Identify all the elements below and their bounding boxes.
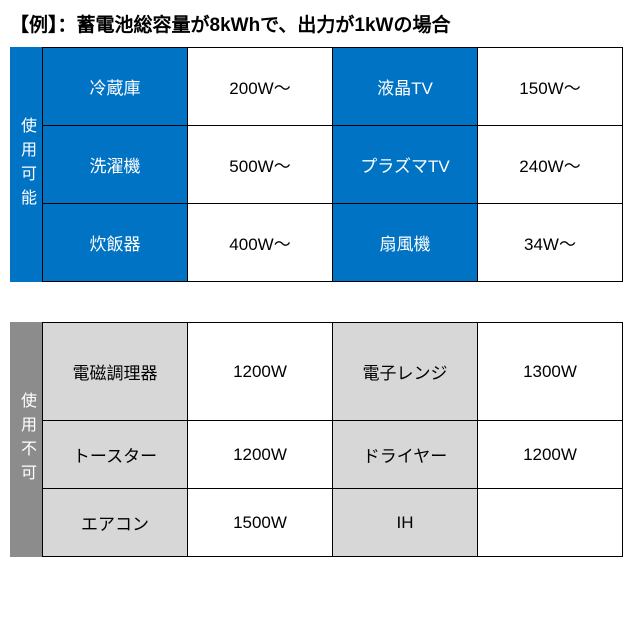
appliance-name: プラズマTV	[333, 126, 478, 204]
usable-table: 冷蔵庫 200W～ 液晶TV 150W～ 洗濯機 500W～ プラズマTV 24…	[42, 47, 623, 282]
appliance-wattage: 1300W	[478, 323, 623, 421]
page-title: 【例】：蓄電池総容量が8kWhで、出力が1kWの場合	[10, 10, 623, 37]
appliance-name: ドライヤー	[333, 421, 478, 489]
appliance-wattage: 500W～	[188, 126, 333, 204]
appliance-wattage: 1200W	[188, 421, 333, 489]
appliance-name: 扇風機	[333, 204, 478, 282]
appliance-name: 液晶TV	[333, 48, 478, 126]
appliance-name: 炊飯器	[43, 204, 188, 282]
appliance-name: 洗濯機	[43, 126, 188, 204]
appliance-name: エアコン	[43, 489, 188, 557]
appliance-wattage: 240W～	[478, 126, 623, 204]
appliance-wattage	[478, 489, 623, 557]
unusable-section: 使用不可 電磁調理器 1200W 電子レンジ 1300W トースター 1200W…	[10, 322, 623, 557]
unusable-side-label: 使用不可	[10, 322, 42, 557]
appliance-wattage: 200W～	[188, 48, 333, 126]
appliance-wattage: 150W～	[478, 48, 623, 126]
appliance-name: IH	[333, 489, 478, 557]
appliance-wattage: 1200W	[188, 323, 333, 421]
appliance-wattage: 1200W	[478, 421, 623, 489]
appliance-name: トースター	[43, 421, 188, 489]
usable-side-label: 使用可能	[10, 47, 42, 282]
unusable-table: 電磁調理器 1200W 電子レンジ 1300W トースター 1200W ドライヤ…	[42, 322, 623, 557]
appliance-wattage: 400W～	[188, 204, 333, 282]
appliance-name: 電磁調理器	[43, 323, 188, 421]
appliance-wattage: 34W～	[478, 204, 623, 282]
appliance-wattage: 1500W	[188, 489, 333, 557]
appliance-name: 電子レンジ	[333, 323, 478, 421]
usable-section: 使用可能 冷蔵庫 200W～ 液晶TV 150W～ 洗濯機 500W～ プラズマ…	[10, 47, 623, 282]
appliance-name: 冷蔵庫	[43, 48, 188, 126]
